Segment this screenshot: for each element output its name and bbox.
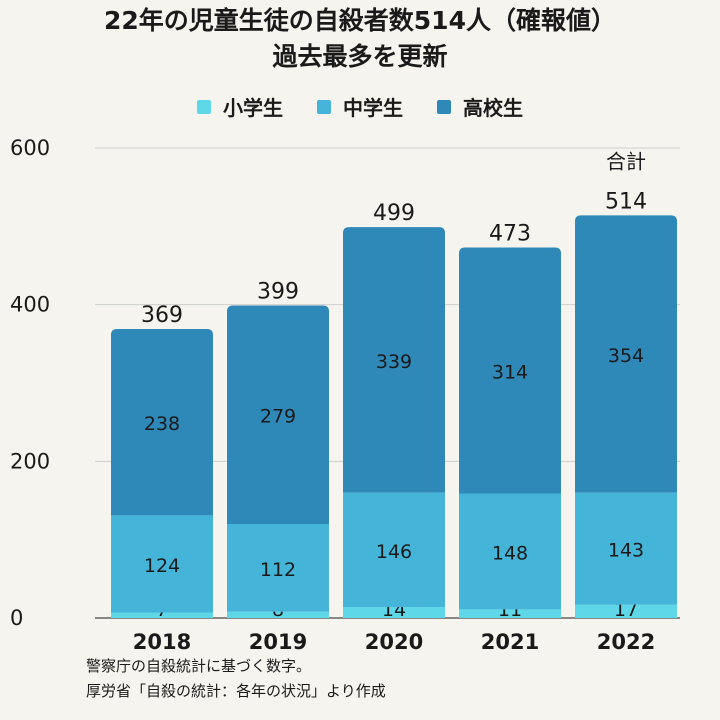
bar-segment (575, 215, 677, 493)
data-label: 143 (608, 540, 644, 562)
legend-item-elementary: 小学生 (197, 92, 283, 121)
bar-segment (459, 493, 561, 610)
x-tick-label: 2022 (597, 630, 655, 654)
total-label: 399 (257, 279, 299, 304)
x-tick-label: 2021 (481, 630, 539, 654)
data-label: 279 (260, 406, 296, 428)
data-label: 148 (492, 542, 528, 564)
data-label: 314 (492, 361, 528, 383)
data-label: 339 (376, 351, 412, 373)
data-label: 124 (144, 555, 180, 577)
y-tick-label: 600 (10, 136, 50, 160)
bar-segment (459, 247, 561, 494)
bar-segment (459, 609, 561, 618)
bar-segment (111, 328, 213, 516)
x-tick-label: 2018 (133, 630, 191, 654)
legend-label: 中学生 (343, 96, 403, 120)
legend-label: 小学生 (223, 96, 283, 120)
legend-swatch (197, 99, 211, 114)
total-caption: 合計 (606, 149, 646, 173)
data-label: 354 (608, 345, 644, 367)
y-tick-label: 0 (10, 606, 23, 630)
legend-swatch (437, 99, 451, 114)
source-note: 厚労省「自殺の統計：各年の状況」より作成 (86, 682, 386, 700)
legend-item-junior-high: 中学生 (317, 92, 403, 121)
chart-title: 22年の児童生徒の自殺者数514人（確報値） (104, 6, 616, 35)
legend: 小学生 中学生 高校生 (0, 92, 720, 121)
bar-segment (575, 492, 677, 605)
total-label: 473 (489, 221, 531, 246)
bar-segment (111, 515, 213, 613)
bar-segment (343, 492, 445, 608)
bar-segment (227, 611, 329, 618)
y-tick-label: 400 (10, 293, 50, 317)
bar-segment (227, 305, 329, 524)
total-label: 514 (605, 189, 647, 214)
bar-segment (343, 607, 445, 618)
bar-segment (575, 604, 677, 618)
data-label: 112 (260, 559, 296, 581)
data-label: 238 (144, 413, 180, 435)
chart-subtitle: 過去最多を更新 (272, 42, 448, 71)
y-tick-label: 200 (10, 449, 50, 473)
data-label: 146 (376, 541, 412, 563)
x-tick-label: 2020 (365, 630, 423, 654)
total-label: 369 (141, 303, 183, 328)
total-label: 499 (373, 201, 415, 226)
legend-item-high-school: 高校生 (437, 92, 523, 121)
bar-segment (111, 612, 213, 618)
legend-swatch (317, 99, 331, 114)
bar-segment (343, 227, 445, 493)
x-tick-label: 2019 (249, 630, 307, 654)
bar-segment (227, 524, 329, 612)
legend-label: 高校生 (463, 96, 523, 120)
source-note: 警察庁の自殺統計に基づく数字。 (86, 657, 312, 675)
